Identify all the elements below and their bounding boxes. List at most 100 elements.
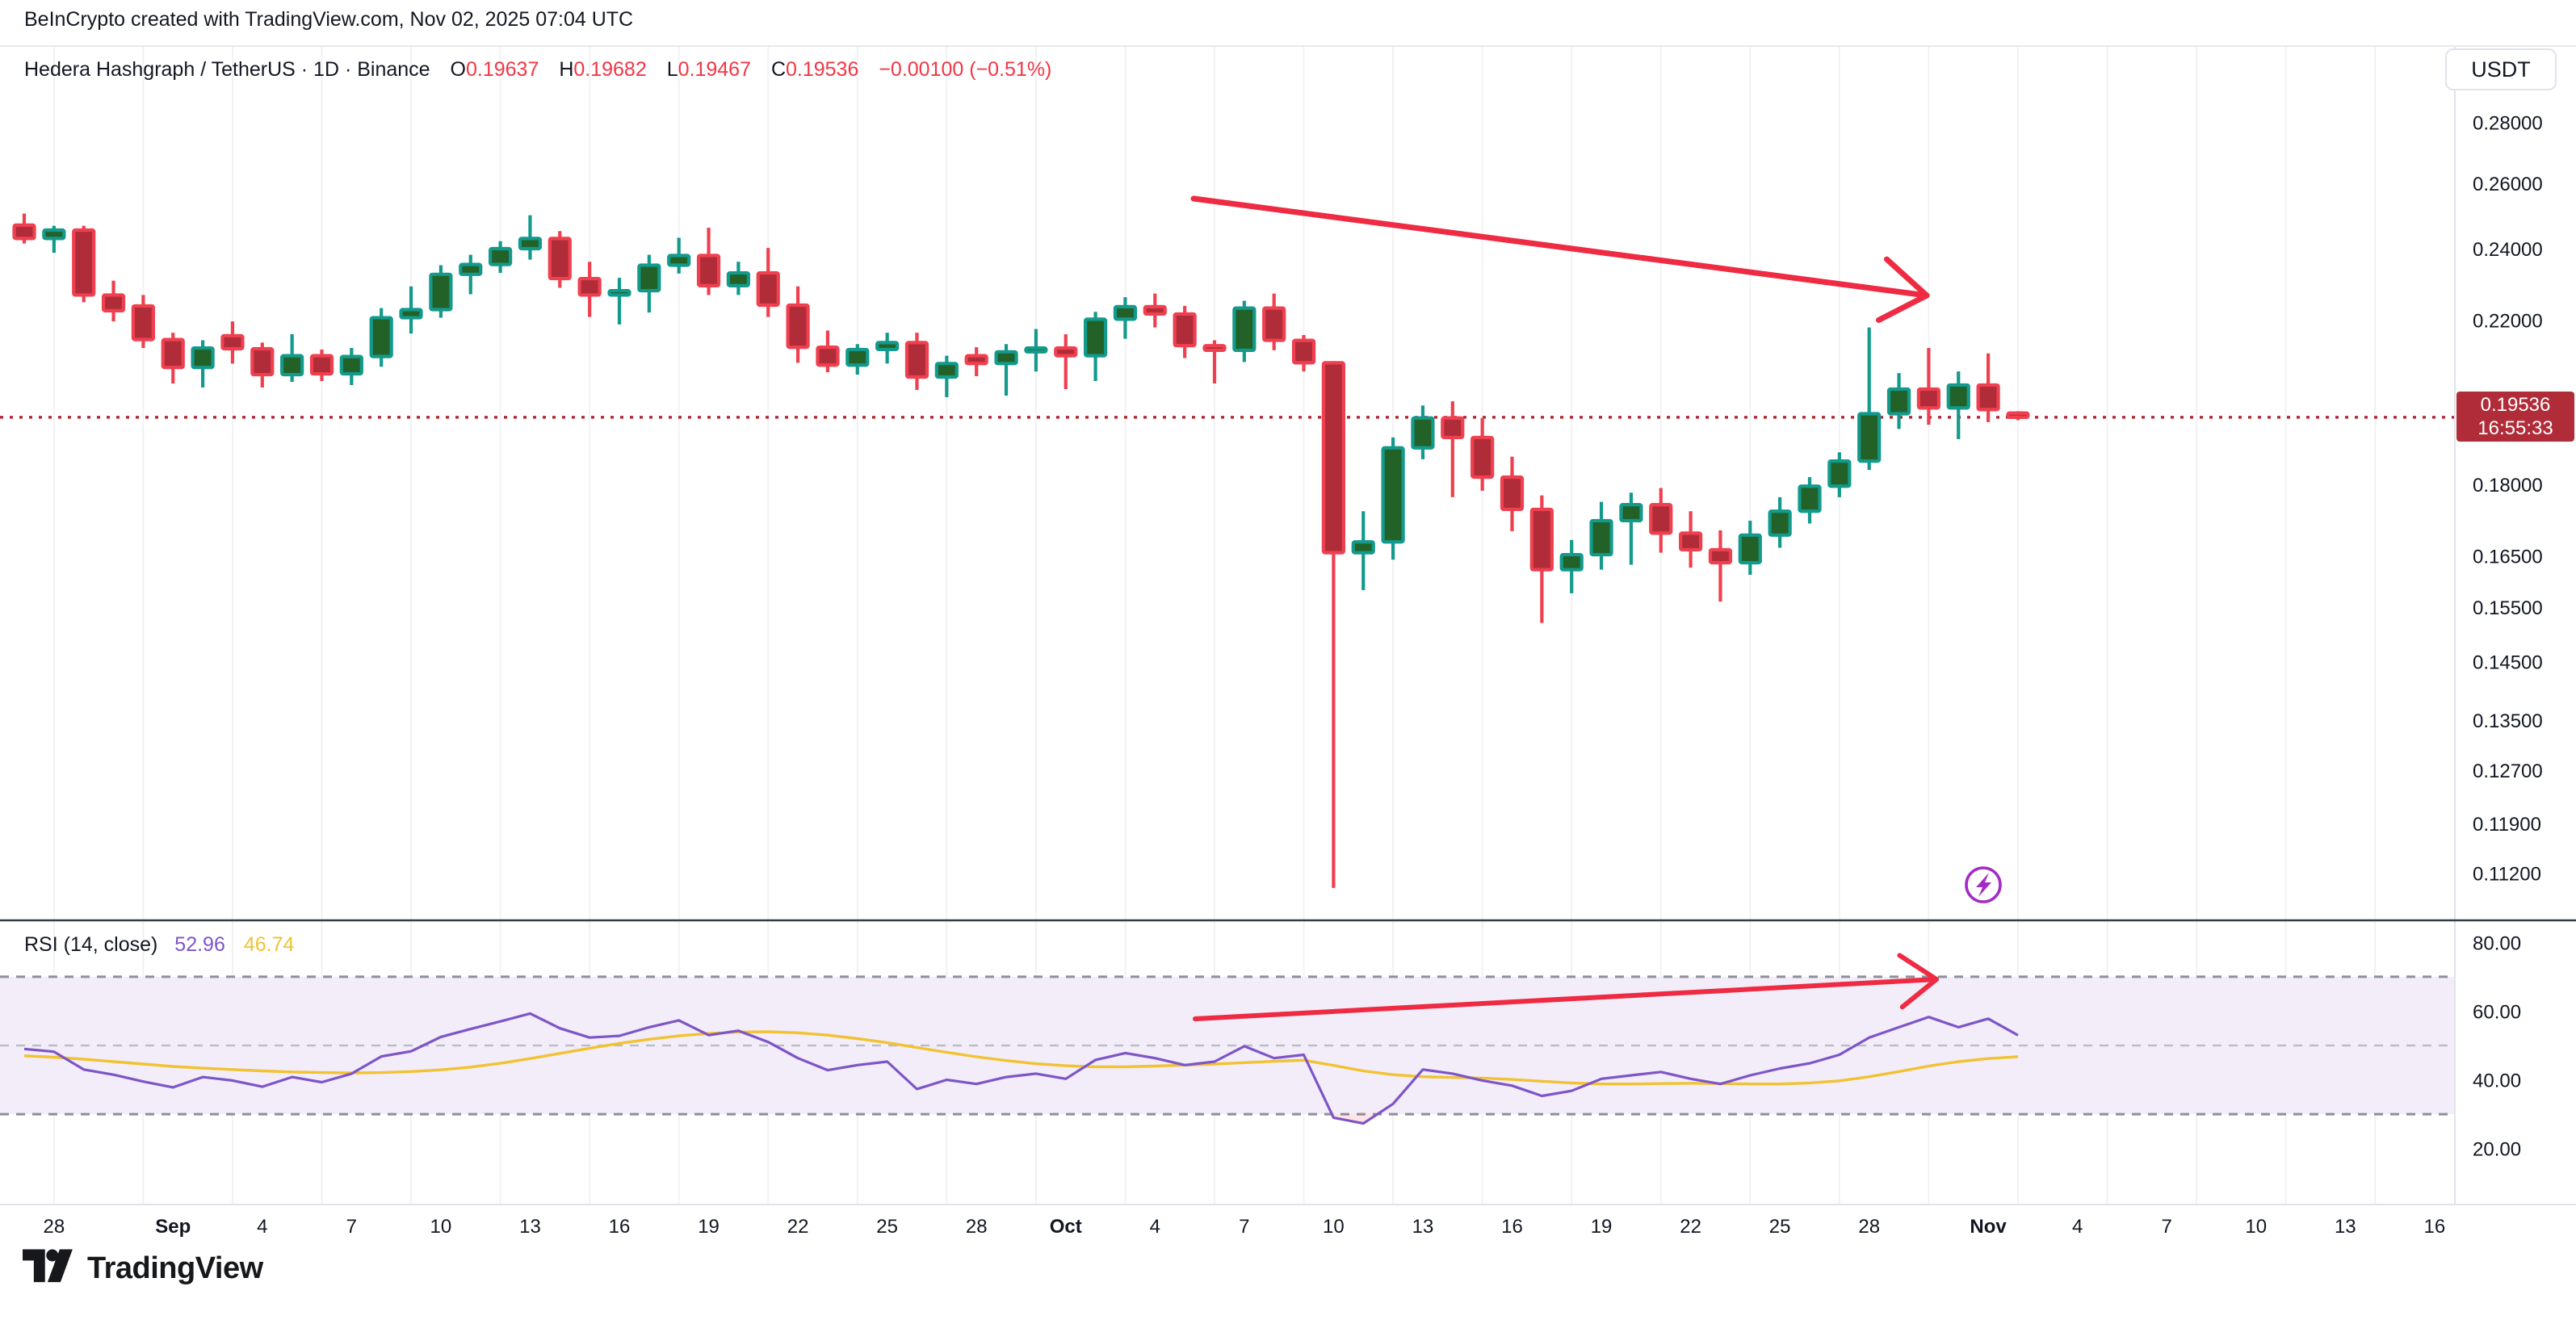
candle-body <box>1083 317 1108 358</box>
time-axis-tick[interactable]: 25 <box>876 1216 898 1238</box>
price-trend-arrow-head <box>1875 256 1930 323</box>
price-axis-tick: 0.26000 <box>2473 174 2543 195</box>
time-axis-tick[interactable]: Oct <box>1050 1216 1082 1238</box>
time-axis-tick[interactable]: 28 <box>43 1216 65 1238</box>
candle-body <box>220 333 245 351</box>
price-axis-tick: 0.18000 <box>2473 475 2543 497</box>
time-axis-tick[interactable]: 4 <box>2072 1216 2083 1238</box>
rsi-line <box>23 1012 2019 1125</box>
candle-body <box>607 288 631 297</box>
candle-body <box>1827 459 1852 488</box>
price-axis-tick: 0.12700 <box>2473 760 2543 782</box>
candle-body <box>1529 507 1554 572</box>
candle-body <box>1500 475 1525 512</box>
candle-body <box>369 316 393 358</box>
lightning-icon <box>1965 866 2002 903</box>
rsi-axis-labels: 80.00 60.00 40.00 20.00 <box>2473 932 2521 1160</box>
candle-body <box>904 341 929 379</box>
last-price-badge: 0.19536 16:55:33 <box>2456 392 2574 442</box>
rsi-axis-tick: 40.00 <box>2473 1071 2521 1092</box>
time-axis-tick[interactable]: 16 <box>2423 1216 2445 1238</box>
time-axis-tick[interactable]: 28 <box>1858 1216 1880 1238</box>
price-axis-tick: 0.28000 <box>2473 113 2543 135</box>
candle-body <box>161 337 185 370</box>
candle-body <box>1232 306 1257 353</box>
candle-body <box>726 270 751 287</box>
candle-body <box>1589 518 1613 557</box>
candle-body <box>1441 416 1465 440</box>
candle-body <box>1946 383 1970 410</box>
open-value: 0.19637 <box>465 58 539 81</box>
change-value: −0.00100 (−0.51%) <box>879 58 1052 81</box>
time-axis-tick[interactable]: Sep <box>155 1216 191 1238</box>
time-axis-tick[interactable]: 19 <box>698 1216 720 1238</box>
candle-body <box>1054 346 1078 358</box>
close-value: 0.19536 <box>786 58 859 81</box>
price-axis-tick: 0.15500 <box>2473 597 2543 619</box>
time-axis-tick[interactable]: 7 <box>346 1216 357 1238</box>
candle-body <box>786 303 810 350</box>
low-value: 0.19467 <box>678 58 751 81</box>
candle-body <box>1321 361 1346 555</box>
candle-body <box>1351 540 1375 555</box>
time-axis-tick[interactable]: 4 <box>1150 1216 1160 1238</box>
rsi-current-value: 52.96 <box>174 933 225 956</box>
price-axis-tick: 0.11900 <box>2473 814 2541 836</box>
rsi-legend-title[interactable]: RSI (14, close) <box>24 933 158 956</box>
time-axis-tick[interactable]: 4 <box>257 1216 267 1238</box>
candle-body <box>1916 387 1940 410</box>
time-axis-tick[interactable]: Nov <box>1970 1216 2007 1238</box>
candle-body <box>667 253 691 267</box>
rsi-axis-tick: 20.00 <box>2473 1139 2521 1161</box>
time-axis-tick[interactable]: 10 <box>430 1216 452 1238</box>
time-axis-tick[interactable]: 22 <box>1680 1216 1701 1238</box>
candle-body <box>518 237 543 251</box>
header-bar: BeInCrypto created with TradingView.com,… <box>0 0 2576 47</box>
candle-body <box>1857 412 1882 463</box>
candle-body <box>459 262 483 276</box>
time-axis-tick[interactable]: 16 <box>1501 1216 1523 1238</box>
time-axis-tick[interactable]: 19 <box>1591 1216 1613 1238</box>
candle-body <box>994 350 1018 366</box>
rsi-trend-arrow-head <box>1897 953 1939 1010</box>
symbol-ohlc-bar: Hedera Hashgraph / TetherUS · 1D · Binan… <box>24 58 1051 82</box>
currency-label: USDT <box>2471 57 2531 82</box>
time-axis-tick[interactable]: 13 <box>519 1216 541 1238</box>
candles-layer <box>12 213 2030 888</box>
candle-body <box>1262 306 1286 342</box>
candle-body <box>309 354 334 376</box>
candle-body <box>101 293 126 312</box>
candle-body <box>1143 304 1167 316</box>
low-label: L <box>666 58 678 81</box>
currency-toggle-button[interactable]: USDT <box>2445 48 2557 90</box>
time-axis-tick[interactable]: 13 <box>2335 1216 2356 1238</box>
time-axis-tick[interactable]: 13 <box>1412 1216 1434 1238</box>
last-price-value: 0.19536 <box>2480 394 2551 416</box>
symbol-title[interactable]: Hedera Hashgraph / TetherUS · 1D · Binan… <box>24 58 430 81</box>
candle-body <box>1619 503 1643 523</box>
time-axis-tick[interactable]: 7 <box>1239 1216 1249 1238</box>
price-axis-tick: 0.22000 <box>2473 310 2543 332</box>
candle-body <box>756 270 780 308</box>
time-axis-tick[interactable]: 10 <box>1323 1216 1345 1238</box>
candle-body <box>131 304 155 341</box>
rsi-lines-layer <box>23 1012 2019 1125</box>
high-label: H <box>559 58 574 81</box>
candle-body <box>250 346 275 377</box>
tradingview-attribution[interactable]: TradingView <box>23 1248 263 1288</box>
time-axis-tick[interactable]: 22 <box>787 1216 809 1238</box>
candle-body <box>429 272 453 312</box>
time-axis-tick[interactable]: 7 <box>2162 1216 2172 1238</box>
candle-body <box>1708 547 1733 565</box>
time-axis-tick[interactable]: 16 <box>609 1216 631 1238</box>
candle-body <box>548 237 572 281</box>
time-axis-tick[interactable]: 28 <box>966 1216 988 1238</box>
candle-body <box>2006 411 2030 419</box>
time-axis-tick[interactable]: 10 <box>2245 1216 2267 1238</box>
price-trend-arrow-shaft <box>1190 195 1930 299</box>
tradingview-logo-icon <box>23 1249 73 1283</box>
time-axis-tick[interactable]: 25 <box>1769 1216 1791 1238</box>
candle-body <box>637 263 661 293</box>
